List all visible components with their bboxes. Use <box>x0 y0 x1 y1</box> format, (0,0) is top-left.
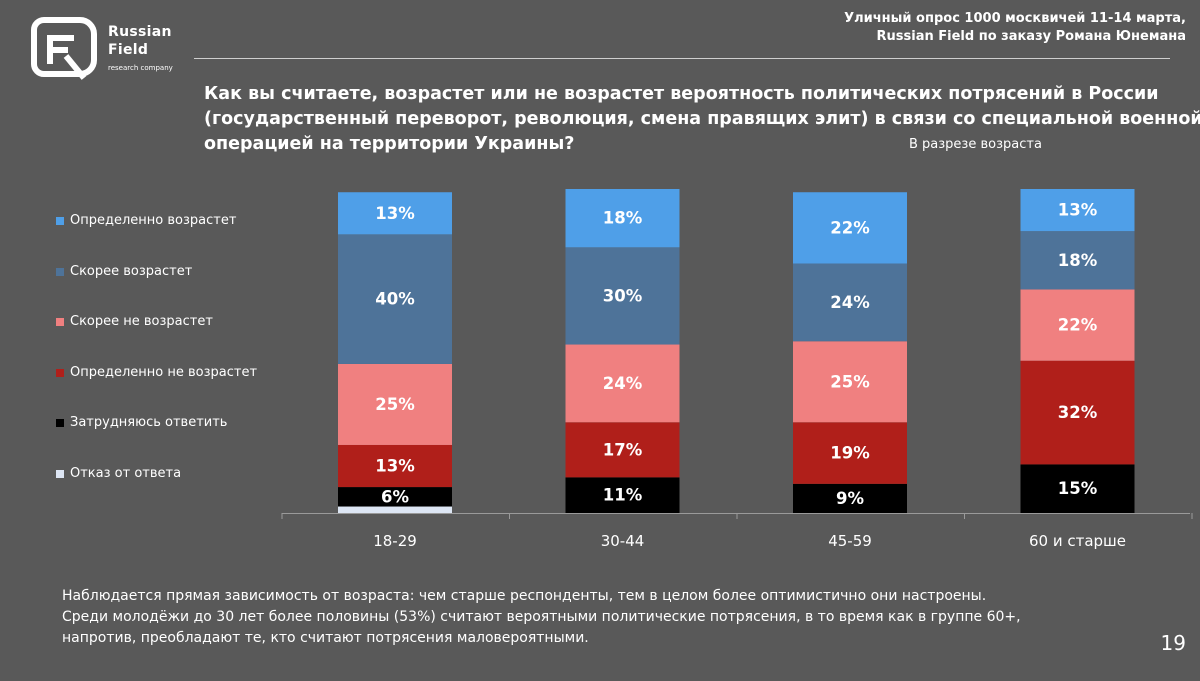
bar-segment <box>338 363 452 445</box>
logo-mark-icon <box>31 17 97 80</box>
bar-segment <box>565 477 680 513</box>
legend-swatch <box>56 318 64 326</box>
source-line-1: Уличный опрос 1000 москвичей 11-14 марта… <box>844 11 1186 26</box>
bar-segment <box>793 192 907 264</box>
bar-segment <box>1020 289 1135 361</box>
legend-swatch <box>56 368 64 377</box>
question-line-3: операцией на территории Украины? <box>204 134 575 154</box>
conclusion-line-1: Наблюдается прямая зависимость от возрас… <box>62 588 987 604</box>
conclusion-line-2: Среди молодёжи до 30 лет более половины … <box>62 609 1021 625</box>
bar-segment <box>1020 231 1135 290</box>
data-label: 9% <box>836 489 864 508</box>
data-label: 19% <box>830 444 870 463</box>
data-label: 24% <box>830 293 870 312</box>
category-label: 18-29 <box>373 532 417 550</box>
data-label: 18% <box>1058 251 1098 270</box>
data-label: 13% <box>375 457 415 476</box>
conclusion-text: Наблюдается прямая зависимость от возрас… <box>62 586 1152 649</box>
data-label: 17% <box>603 440 643 459</box>
bar-segment <box>338 234 452 364</box>
bar-segment <box>1020 189 1135 232</box>
legend-label: Отказ от ответа <box>70 465 182 481</box>
legend-swatch <box>56 469 64 478</box>
data-label: 18% <box>603 209 643 228</box>
bar-segment <box>1020 464 1135 513</box>
legend-label: Скорее не возрастет <box>70 314 213 329</box>
data-label: 40% <box>375 290 415 309</box>
bar-segment <box>565 247 680 345</box>
data-label: 24% <box>603 374 643 393</box>
bar-segment <box>338 192 452 235</box>
bar-segment <box>565 344 680 423</box>
legend-label: Определенно не возрастет <box>70 364 258 380</box>
chart-subtitle: В разрезе возраста <box>909 137 1042 152</box>
category-label: 45-59 <box>828 532 872 550</box>
header-divider <box>194 58 1170 59</box>
legend-label: Определенно возрастет <box>70 213 237 228</box>
legend-label: Скорее возрастет <box>70 263 193 279</box>
question-line-2: (государственный переворот, революция, с… <box>204 109 1200 129</box>
data-label: 22% <box>1058 316 1098 335</box>
data-label: 30% <box>603 286 643 305</box>
bar-segment <box>1020 360 1135 465</box>
question-line-1: Как вы считаете, возрастет или не возрас… <box>204 84 1159 104</box>
bar-segment <box>338 487 452 507</box>
category-label: 30-44 <box>601 532 645 550</box>
data-label: 15% <box>1058 479 1098 498</box>
category-label: 60 и старше <box>1029 532 1126 550</box>
data-label: 25% <box>830 372 870 391</box>
data-label: 25% <box>375 395 415 414</box>
bar-segment <box>793 483 907 513</box>
bar-segment <box>565 422 680 478</box>
question-title: Как вы считаете, возрастет или не возрас… <box>204 82 1200 157</box>
legend-label: Затрудняюсь ответить <box>70 415 228 430</box>
logo <box>30 16 100 86</box>
data-label: 13% <box>1058 201 1098 220</box>
data-label: 11% <box>603 486 643 505</box>
legend-swatch <box>56 217 64 225</box>
bar-segment <box>338 444 452 488</box>
logo-text-line1: Russian <box>108 24 172 40</box>
bar-segment <box>793 341 907 423</box>
page-number: 19 <box>1160 631 1186 655</box>
conclusion-line-3: напротив, преобладают те, кто считают по… <box>62 630 589 646</box>
bar-segment <box>793 422 907 484</box>
data-label: 22% <box>830 218 870 237</box>
bar-segment <box>338 506 452 513</box>
data-label: 6% <box>381 487 409 506</box>
source-line-2: Russian Field по заказу Романа Юнемана <box>876 29 1186 44</box>
legend-swatch <box>56 267 64 276</box>
logo-subtitle: research company <box>108 64 173 72</box>
logo-text-line2: Field <box>108 42 149 58</box>
bar-segment <box>565 189 680 248</box>
legend-swatch <box>56 419 64 427</box>
bar-segment <box>793 263 907 342</box>
data-label: 32% <box>1058 403 1098 422</box>
data-label: 13% <box>375 204 415 223</box>
